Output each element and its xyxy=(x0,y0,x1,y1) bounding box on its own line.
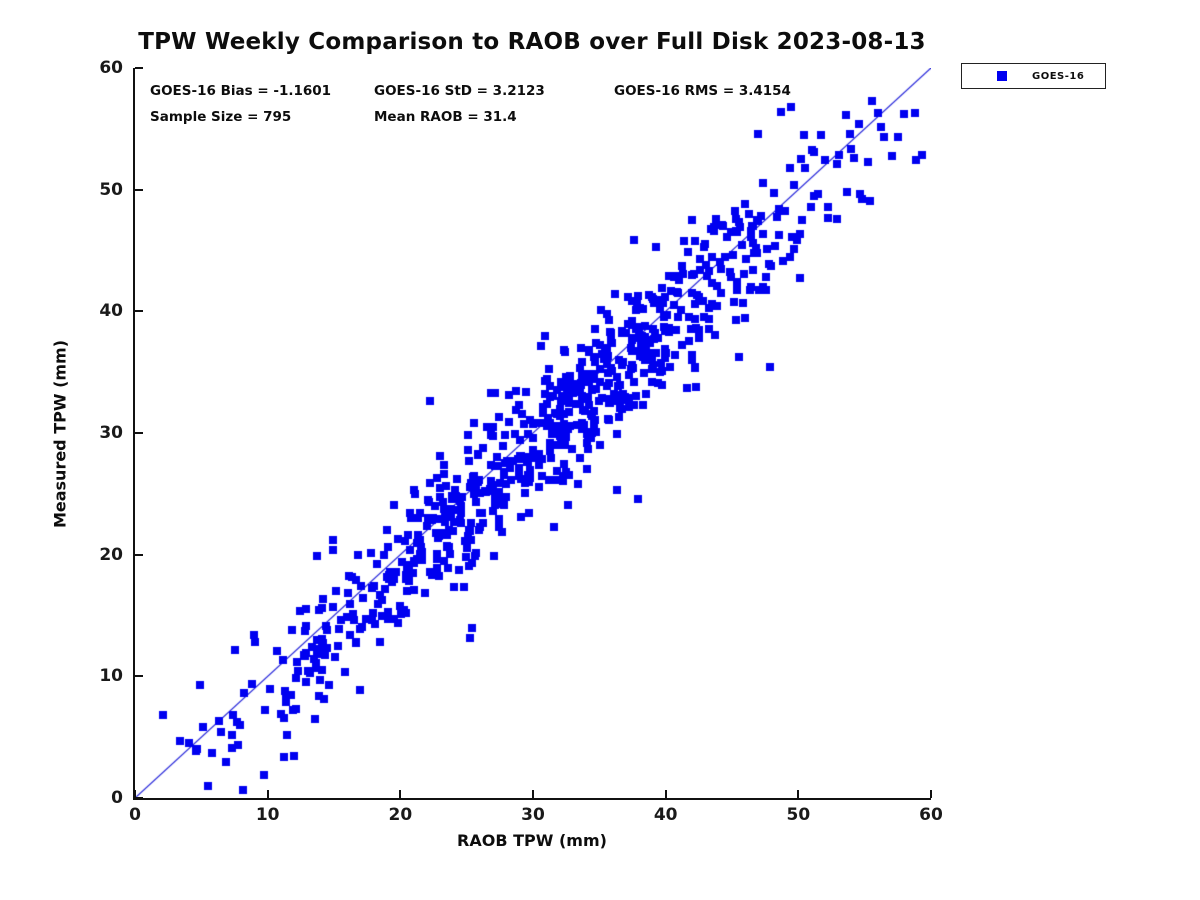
y-tick-label: 60 xyxy=(99,58,123,78)
x-tick-label: 10 xyxy=(255,805,280,825)
legend: GOES-16 xyxy=(961,63,1106,89)
x-tick-label: 40 xyxy=(653,805,678,825)
y-tick xyxy=(135,553,143,556)
x-tick xyxy=(266,790,269,798)
y-tick-label: 10 xyxy=(99,666,123,687)
y-tick xyxy=(135,310,143,313)
y-tick xyxy=(135,675,143,678)
x-tick-label: 20 xyxy=(388,805,413,825)
y-tick xyxy=(135,188,143,191)
legend-series-label: GOES-16 xyxy=(1032,70,1085,82)
x-tick xyxy=(532,790,534,798)
y-tick-label: 20 xyxy=(99,544,123,565)
scatter-canvas xyxy=(135,68,931,798)
y-tick-label: 0 xyxy=(111,788,123,808)
x-tick-label: 0 xyxy=(129,805,141,825)
y-tick xyxy=(135,432,143,434)
x-tick xyxy=(664,790,667,798)
y-tick xyxy=(135,67,143,69)
x-tick xyxy=(134,790,136,798)
y-tick-label: 30 xyxy=(99,423,123,443)
x-axis-label: RAOB TPW (mm) xyxy=(457,831,607,850)
x-tick xyxy=(399,790,402,798)
x-tick xyxy=(930,790,932,798)
x-tick-label: 50 xyxy=(786,805,811,825)
y-axis-label: Measured TPW (mm) xyxy=(50,339,70,529)
y-tick xyxy=(135,797,143,799)
plot-area: 0 10 20 30 40 50 60 0 10 20 30 40 50 60 xyxy=(99,58,943,825)
y-tick-label: 50 xyxy=(99,179,123,200)
x-tick-label: 60 xyxy=(919,805,943,825)
x-tick xyxy=(797,790,800,798)
y-tick-label: 40 xyxy=(99,301,123,322)
x-tick-label: 30 xyxy=(521,805,545,825)
chart-title: TPW Weekly Comparison to RAOB over Full … xyxy=(138,29,926,55)
legend-square-marker-icon xyxy=(997,71,1007,81)
